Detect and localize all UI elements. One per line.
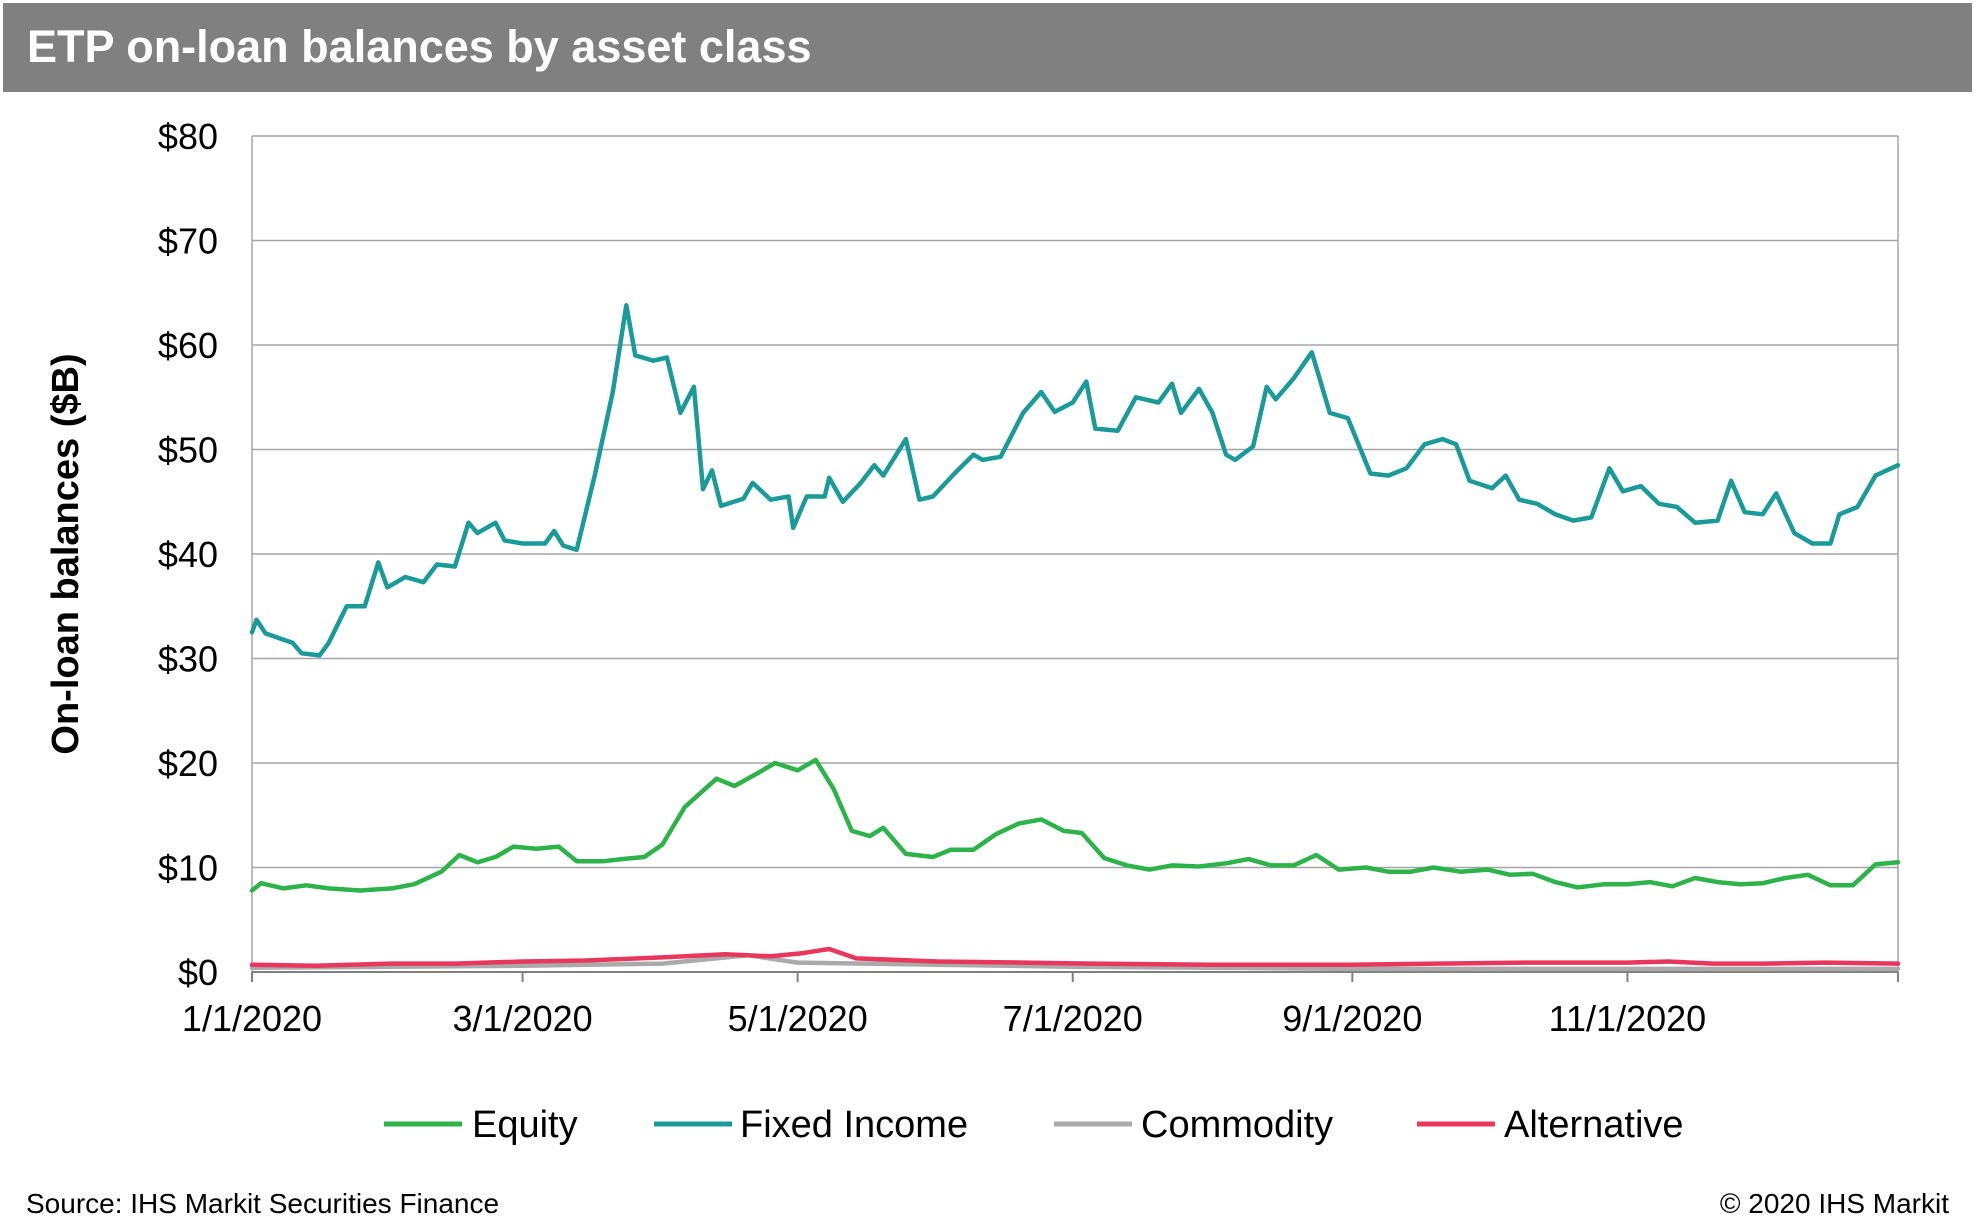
y-tick-label: $80 xyxy=(158,116,218,157)
title-banner: ETP on-loan balances by asset class xyxy=(3,3,1972,92)
y-axis-title: On-loan balances ($B) xyxy=(45,353,87,754)
y-tick-label: $50 xyxy=(158,430,218,471)
legend-label-equity: Equity xyxy=(472,1104,578,1146)
x-tick-label: 3/1/2020 xyxy=(453,998,593,1039)
y-tick-label: $20 xyxy=(158,743,218,784)
y-tick-label: $60 xyxy=(158,325,218,366)
legend-label-alternative: Alternative xyxy=(1504,1104,1684,1146)
series-line-equity xyxy=(249,757,1901,893)
x-tick-label: 11/1/2020 xyxy=(1549,998,1706,1039)
y-tick-label: $30 xyxy=(158,639,218,680)
x-tick-label: 5/1/2020 xyxy=(728,998,868,1039)
x-tick-label: 1/1/2020 xyxy=(182,998,322,1039)
y-tick-label: $10 xyxy=(158,848,218,889)
x-tick-label: 9/1/2020 xyxy=(1282,998,1422,1039)
x-tick-label: 7/1/2020 xyxy=(1003,998,1143,1039)
chart-title: ETP on-loan balances by asset class xyxy=(27,21,812,72)
series-line-fixed-income xyxy=(249,303,1901,658)
y-tick-label: $40 xyxy=(158,534,218,575)
copyright-note: © 2020 IHS Markit xyxy=(1719,1188,1949,1219)
legend-label-fixed-income: Fixed Income xyxy=(740,1104,968,1146)
series-line-commodity xyxy=(249,953,1901,972)
series-line-alternative xyxy=(249,946,1901,968)
y-tick-label: $70 xyxy=(158,221,218,262)
source-note: Source: IHS Markit Securities Finance xyxy=(26,1188,500,1219)
legend-label-commodity: Commodity xyxy=(1141,1104,1333,1146)
y-tick-label: $0 xyxy=(178,952,218,993)
